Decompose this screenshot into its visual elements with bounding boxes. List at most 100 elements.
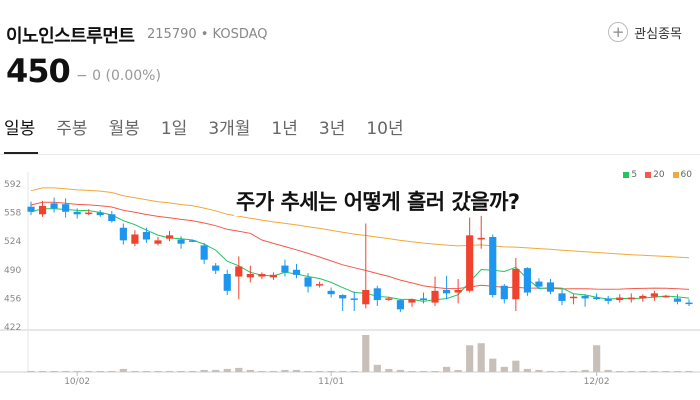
y-tick-label: 422 xyxy=(4,323,21,333)
legend-ma5: 5 xyxy=(623,170,637,180)
candle-body xyxy=(246,274,254,278)
candle-body xyxy=(489,236,497,296)
candle-body xyxy=(639,295,647,299)
volume-bar xyxy=(212,369,220,372)
ma60-line xyxy=(30,187,690,259)
volume-bar xyxy=(258,370,266,372)
watchlist-label: 관심종목 xyxy=(634,26,682,42)
volume-bar xyxy=(546,370,555,372)
candle-body xyxy=(385,298,393,300)
tab-1year[interactable]: 1년 xyxy=(271,119,298,139)
candle-body xyxy=(362,289,370,305)
volume-bar xyxy=(639,370,647,372)
candle-body xyxy=(673,298,682,302)
volume-bar xyxy=(96,370,104,372)
volume-bar xyxy=(616,370,624,372)
volume-bar xyxy=(108,370,116,372)
candle-body xyxy=(466,235,474,291)
volume-bar xyxy=(662,370,670,372)
candle-body xyxy=(627,297,635,300)
period-tabs: 일봉 주봉 월봉 1일 3개월 1년 3년 10년 xyxy=(4,114,425,139)
candle-body xyxy=(339,295,347,299)
candle-body xyxy=(396,300,404,310)
current-price: 450 xyxy=(6,52,71,90)
y-tick-label: 558 xyxy=(4,209,21,219)
volume-bar xyxy=(569,370,578,372)
volume-bar xyxy=(142,370,151,372)
candle-body xyxy=(373,288,381,301)
candle-body xyxy=(62,204,70,212)
volume-bar xyxy=(477,343,485,372)
candle-body xyxy=(569,296,578,299)
volume-bar xyxy=(443,366,451,372)
tab-3years[interactable]: 3년 xyxy=(318,119,346,139)
candle-body xyxy=(96,212,104,216)
volume-bar xyxy=(281,369,289,372)
volume-bar xyxy=(650,370,658,372)
candle-body xyxy=(119,227,127,241)
active-tab-indicator xyxy=(4,152,38,154)
volume-bar xyxy=(558,370,566,372)
watchlist-button[interactable]: + 관심종목 xyxy=(608,22,682,42)
candle-body xyxy=(662,295,670,298)
volume-bar xyxy=(246,369,254,372)
candle-body xyxy=(281,265,289,273)
candle-body xyxy=(593,297,601,300)
tab-3months[interactable]: 3개월 xyxy=(208,119,251,139)
plus-icon: + xyxy=(608,22,629,42)
candle-body xyxy=(512,268,520,300)
candle-body xyxy=(154,240,162,244)
candle-body xyxy=(73,211,81,215)
volume-bar xyxy=(512,360,520,372)
volume-bar xyxy=(177,370,185,372)
volume-bar xyxy=(466,345,474,372)
volume-bar xyxy=(62,370,70,372)
candle-body xyxy=(350,298,358,300)
volume-bar xyxy=(38,370,47,372)
volume-bar xyxy=(535,369,543,372)
volume-bar xyxy=(85,370,93,372)
tab-monthly[interactable]: 월봉 xyxy=(108,119,140,139)
candle-body xyxy=(581,295,589,299)
candle-body xyxy=(258,274,266,277)
volume-bar xyxy=(131,370,139,372)
candle-body xyxy=(316,284,324,286)
y-tick-label: 490 xyxy=(4,266,21,276)
volume-bar xyxy=(200,369,208,372)
volume-bar xyxy=(593,345,601,372)
tab-daily[interactable]: 일봉 xyxy=(4,119,36,139)
volume-bar xyxy=(454,369,462,372)
candle-body xyxy=(177,239,185,244)
volume-bar xyxy=(223,368,231,372)
candle-body xyxy=(558,293,566,301)
volume-bar xyxy=(27,370,35,372)
candle-body xyxy=(616,297,624,301)
header-divider xyxy=(0,154,700,155)
x-tick-label: 11/01 xyxy=(318,377,344,387)
volume-bar xyxy=(165,370,174,372)
volume-bar xyxy=(292,369,301,372)
volume-bar xyxy=(316,370,324,372)
tab-1day[interactable]: 1일 xyxy=(160,119,188,139)
candle-body xyxy=(223,274,231,291)
candle-body xyxy=(50,203,58,209)
volume-bar xyxy=(269,370,277,372)
candle-body xyxy=(650,293,658,297)
y-tick-label: 592 xyxy=(4,180,21,190)
volume-bar xyxy=(581,369,589,372)
candle-body xyxy=(189,240,197,242)
candle-body xyxy=(212,265,220,271)
candle-body xyxy=(131,234,139,244)
tab-weekly[interactable]: 주봉 xyxy=(56,119,88,139)
volume-bar xyxy=(627,370,635,372)
volume-bar xyxy=(396,369,404,372)
ma20-line xyxy=(30,201,690,290)
legend-ma60: 60 xyxy=(672,170,692,180)
stock-code-market: 215790 • KOSDAQ xyxy=(147,27,268,42)
tab-10years[interactable]: 10년 xyxy=(366,119,404,139)
candle-body xyxy=(535,281,543,287)
volume-bar xyxy=(604,369,612,372)
volume-bar xyxy=(685,370,693,372)
volume-bar xyxy=(339,370,347,372)
